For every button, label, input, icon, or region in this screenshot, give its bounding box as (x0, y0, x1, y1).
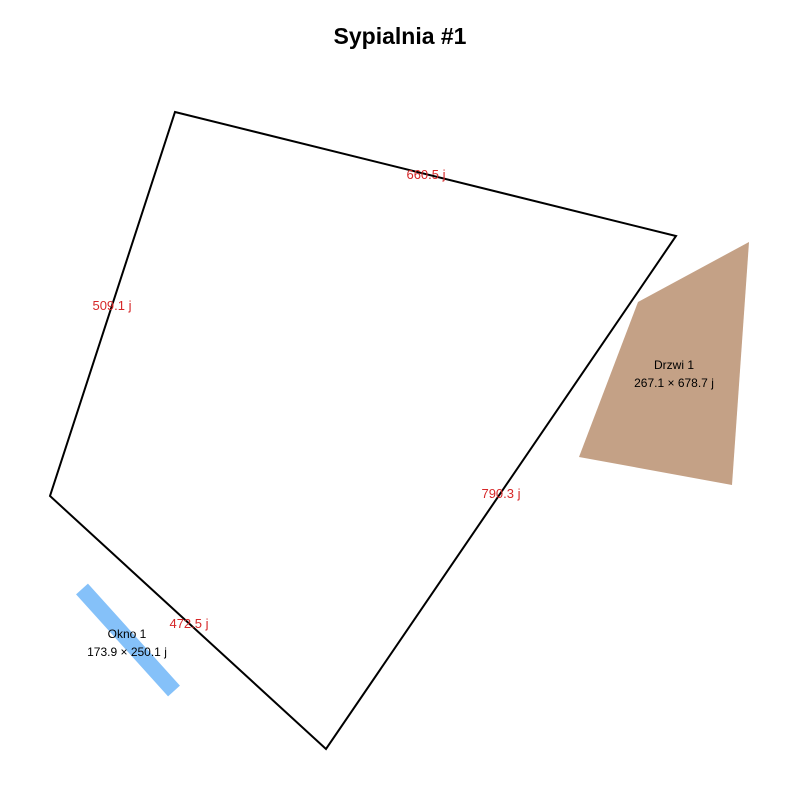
door-size-label: 267.1 × 678.7 j (634, 376, 714, 390)
window-shape (76, 583, 180, 697)
window-name-label: Okno 1 (108, 627, 147, 641)
wall-dimension-bottom: 472.5 j (169, 616, 208, 631)
wall-dimension-top: 660.5 j (406, 167, 445, 182)
room-outline (48, 110, 678, 751)
wall-dimension-right: 790.3 j (481, 486, 520, 501)
door-shape (579, 242, 749, 485)
page-title: Sypialnia #1 (334, 23, 467, 49)
window-size-label: 173.9 × 250.1 j (87, 645, 167, 659)
wall-dimension-left: 509.1 j (92, 298, 131, 313)
door-name-label: Drzwi 1 (654, 358, 694, 372)
